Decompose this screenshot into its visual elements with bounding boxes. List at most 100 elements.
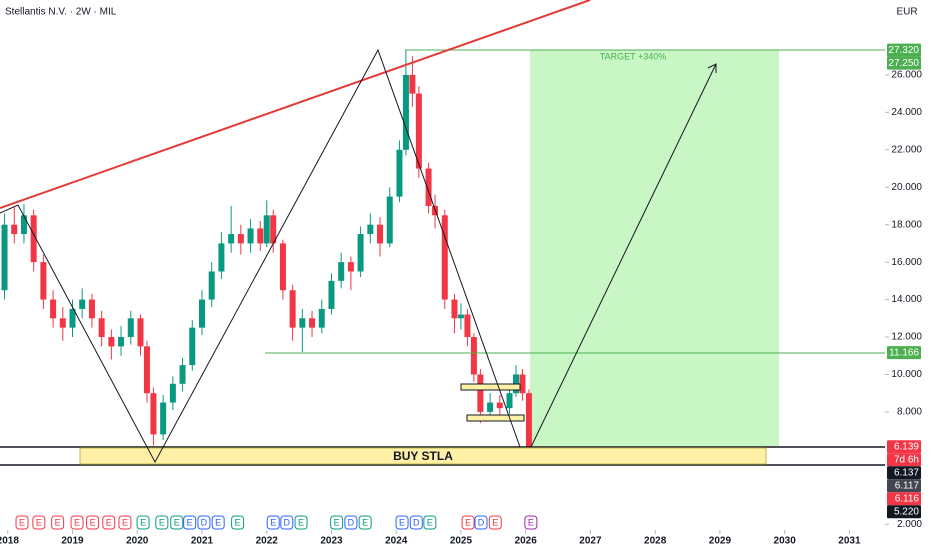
event-marker: [102, 515, 116, 530]
candle-body: [137, 318, 144, 347]
x-tick-label: 2018: [0, 536, 19, 547]
price-label-box: [887, 56, 921, 70]
event-label: E: [528, 517, 534, 527]
y-tick-label: 18.000: [891, 219, 922, 230]
candle-body: [347, 262, 354, 272]
event-marker: [86, 515, 100, 530]
trend-line: [0, 0, 591, 209]
price-label-box: [887, 505, 921, 519]
price-label: 27.250: [888, 58, 919, 69]
price-label-box: [887, 492, 921, 506]
event-label: E: [235, 517, 241, 527]
x-tick-label: 2025: [450, 536, 473, 547]
event-label: E: [90, 517, 96, 527]
event-marker: [170, 515, 184, 530]
event-label: E: [106, 517, 112, 527]
event-label: D: [201, 517, 208, 527]
event-marker: [136, 515, 150, 530]
candle-body: [477, 374, 484, 412]
candle-body: [386, 196, 393, 244]
candle-body: [451, 299, 458, 319]
candle-body: [519, 374, 526, 394]
zigzag: [0, 48, 531, 464]
event-marker: [70, 515, 84, 530]
candle-body: [496, 402, 503, 409]
event-label: E: [140, 517, 146, 527]
event-label: E: [215, 517, 221, 527]
event-marker: [32, 515, 46, 530]
currency: EUR: [896, 7, 917, 18]
range-top: [460, 383, 521, 391]
candle-body: [50, 299, 57, 319]
buy-label: BUY STLA: [393, 449, 453, 463]
event-marker: [423, 515, 437, 530]
event-marker: [344, 515, 358, 530]
event-label: E: [19, 517, 25, 527]
event-marker: [474, 515, 488, 530]
y-tick-label: 16.000: [891, 257, 922, 268]
price-label: 6.137: [894, 467, 919, 478]
event-marker: [524, 515, 538, 530]
candle-body: [179, 365, 186, 384]
x-tick-label: 2030: [774, 536, 797, 547]
price-label: 5.220: [894, 506, 919, 517]
candle-body: [270, 215, 277, 244]
drawings: [0, 0, 885, 466]
event-marker: [183, 515, 197, 530]
event-label: E: [362, 517, 368, 527]
candle-body: [160, 402, 167, 435]
price-label-box: [887, 43, 921, 57]
candle-body: [487, 402, 494, 412]
x-tick-label: 2029: [709, 536, 732, 547]
candle-body: [396, 149, 403, 197]
candle-body: [247, 228, 254, 244]
y-tick-label: 24.000: [891, 107, 922, 118]
candle-body: [289, 290, 296, 328]
candle-body: [338, 262, 345, 281]
price-label: 27.320: [888, 45, 919, 56]
y-tick-label: 20.000: [891, 182, 922, 193]
candle-body: [59, 318, 66, 328]
y-tick-label: 10.000: [891, 369, 922, 380]
candle-body: [299, 318, 306, 328]
event-label: E: [298, 517, 304, 527]
event-marker: [118, 515, 132, 530]
candle-body: [367, 224, 374, 235]
candle-body: [441, 215, 448, 300]
candle-body: [11, 224, 18, 235]
price-label: 6.116: [895, 493, 920, 504]
price-label: 11.166: [889, 347, 919, 358]
event-label: D: [348, 517, 355, 527]
event-label: E: [465, 517, 471, 527]
event-label: E: [270, 517, 276, 527]
x-tick-label: 2020: [126, 536, 149, 547]
price-label: 6.117: [895, 480, 920, 491]
candle-body: [208, 271, 215, 300]
event-label: D: [413, 517, 420, 527]
x-tick-label: 2031: [838, 536, 861, 547]
x-tick-label: 2023: [320, 536, 343, 547]
candle-body: [127, 318, 134, 338]
candle-body: [263, 215, 270, 244]
x-tick-label: 2027: [579, 536, 602, 547]
candle-body: [525, 393, 532, 447]
event-marker: [231, 515, 245, 530]
candle-body: [150, 393, 157, 435]
candle-body: [143, 346, 150, 394]
arrow-head: [707, 63, 717, 73]
y-tick-label: 14.000: [891, 294, 922, 305]
event-marker: [358, 515, 372, 530]
candle-body: [108, 337, 115, 347]
candle-body: [464, 314, 471, 338]
candle-body: [218, 243, 225, 272]
y-tick-label: 2.000: [897, 519, 922, 530]
x-tick-label: 2028: [644, 536, 667, 547]
x-tick-label: 2022: [256, 536, 279, 547]
event-label: E: [74, 517, 80, 527]
candle-body: [506, 393, 513, 409]
y-tick-label: 22.000: [891, 144, 922, 155]
event-marker: [155, 515, 169, 530]
event-marker: [211, 515, 225, 530]
event-marker: [197, 515, 211, 530]
